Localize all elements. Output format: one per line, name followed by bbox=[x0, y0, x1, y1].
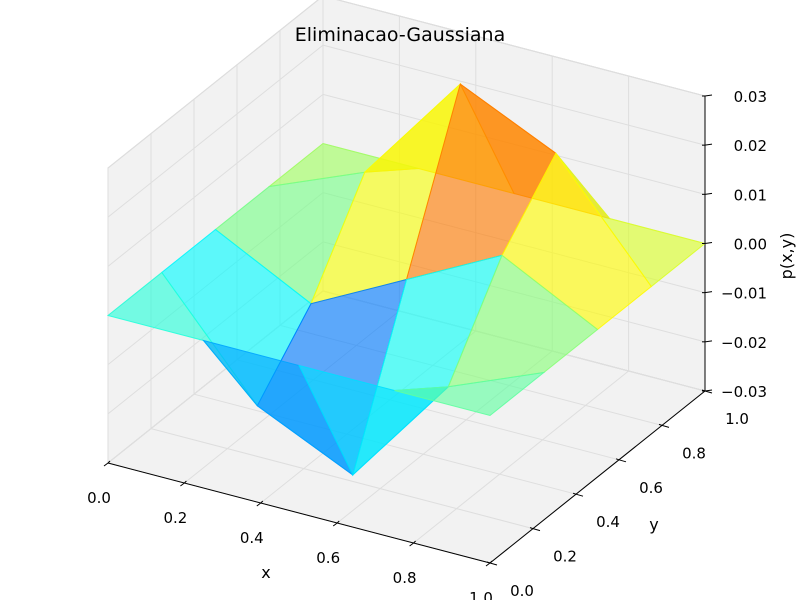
z-tick-label: 0.03 bbox=[734, 88, 767, 106]
z-grid-left bbox=[107, 93, 324, 267]
surface-patch bbox=[394, 371, 546, 417]
x-tick-label: 0.2 bbox=[163, 509, 187, 527]
z-tick bbox=[704, 291, 713, 294]
x-tick bbox=[256, 502, 262, 507]
y-tick bbox=[661, 424, 670, 428]
chart-title: Eliminacao-Gaussiana bbox=[295, 24, 505, 46]
x-tick bbox=[485, 562, 491, 567]
z-tick bbox=[704, 94, 713, 97]
x-tick-label: 0.4 bbox=[240, 529, 264, 547]
x-tick-label: 0.6 bbox=[316, 549, 340, 567]
y-tick bbox=[489, 562, 498, 566]
y-tick bbox=[486, 561, 491, 564]
x-tick bbox=[413, 540, 416, 544]
x-tick-label: 0.0 bbox=[87, 489, 111, 507]
z-tick-label: −0.03 bbox=[721, 383, 767, 401]
x-axis-label: x bbox=[261, 563, 270, 582]
y-tick bbox=[529, 527, 534, 530]
x-tick bbox=[184, 480, 187, 484]
z-tick bbox=[704, 242, 713, 244]
x-tick bbox=[332, 522, 338, 527]
z-grid-back bbox=[322, 44, 706, 146]
x-tick bbox=[107, 460, 111, 464]
y-tick-label: 1.0 bbox=[725, 410, 749, 428]
x-tick-label: 0.8 bbox=[393, 569, 417, 587]
x-grid-floor bbox=[413, 370, 629, 544]
z-grid-back bbox=[336, 0, 706, 97]
x-tick bbox=[336, 520, 340, 524]
z-tick-label: 0.02 bbox=[734, 137, 767, 155]
y-tick bbox=[572, 492, 577, 495]
x-tick bbox=[103, 462, 109, 467]
z-tick bbox=[704, 192, 713, 195]
y-tick-label: 0.6 bbox=[639, 479, 663, 497]
x-axis-line bbox=[107, 462, 491, 564]
y-tick bbox=[532, 528, 541, 532]
z-axis-label: p(x,y) bbox=[777, 233, 796, 280]
surface-plot bbox=[106, 82, 707, 477]
z-tick-label: −0.02 bbox=[721, 334, 767, 352]
z-grid-left bbox=[107, 44, 324, 218]
z-grid-left bbox=[107, 0, 319, 169]
x-tick bbox=[180, 482, 185, 487]
z-tick bbox=[704, 143, 713, 146]
y-tick bbox=[615, 458, 620, 461]
y-tick-label: 0.4 bbox=[596, 513, 620, 531]
z-tick bbox=[704, 340, 713, 343]
z-tick-label: 0.01 bbox=[734, 186, 767, 204]
y-grid-floor bbox=[150, 428, 534, 530]
z-tick-label: 0.00 bbox=[734, 236, 767, 254]
y-tick-label: 0.0 bbox=[510, 582, 534, 600]
y-tick bbox=[618, 459, 627, 463]
z-tick bbox=[704, 389, 713, 392]
x-tick bbox=[409, 542, 414, 547]
y-tick-label: 0.2 bbox=[553, 548, 577, 566]
x-tick-label: 1.0 bbox=[469, 589, 493, 600]
y-tick-label: 0.8 bbox=[682, 444, 706, 462]
y-tick bbox=[575, 493, 584, 497]
axis-ticks: 0.0 0.2 0.4 0.6 0.8 1.0 0.0 0.2 0.4 0.6 0.8 1.0 −0.0… bbox=[87, 88, 767, 600]
y-axis-line bbox=[489, 390, 706, 564]
z-tick-label: −0.01 bbox=[721, 285, 767, 303]
y-axis-label: y bbox=[649, 515, 658, 534]
y-tick bbox=[658, 423, 663, 426]
x-tick bbox=[260, 500, 264, 504]
